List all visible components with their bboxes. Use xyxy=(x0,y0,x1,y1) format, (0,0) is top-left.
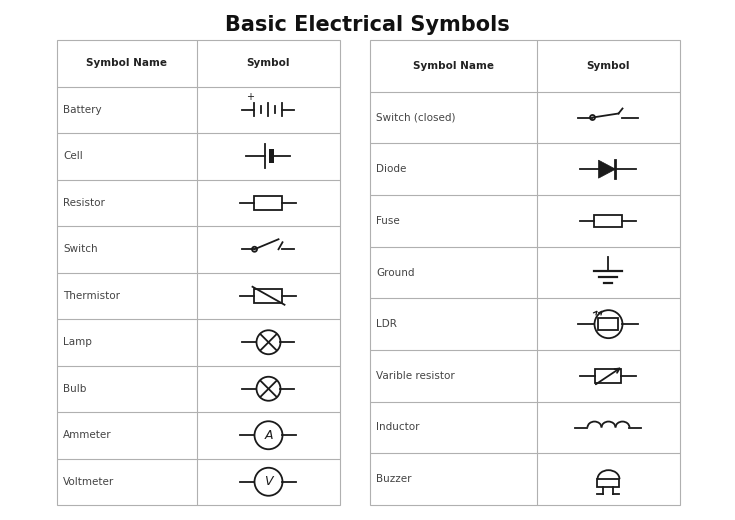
Circle shape xyxy=(257,377,281,401)
Text: Symbol Name: Symbol Name xyxy=(87,58,168,68)
Bar xyxy=(598,479,620,487)
Bar xyxy=(270,149,274,163)
Text: Basic Electrical Symbols: Basic Electrical Symbols xyxy=(225,15,510,35)
Circle shape xyxy=(254,421,282,449)
Text: Ground: Ground xyxy=(376,267,415,278)
Text: Voltmeter: Voltmeter xyxy=(63,477,114,487)
Text: Resistor: Resistor xyxy=(63,198,105,208)
Bar xyxy=(254,289,282,303)
Bar xyxy=(598,318,618,330)
Text: Cell: Cell xyxy=(63,151,83,161)
Text: Thermistor: Thermistor xyxy=(63,291,120,301)
Text: Buzzer: Buzzer xyxy=(376,474,412,484)
Polygon shape xyxy=(598,160,615,178)
Text: Varible resistor: Varible resistor xyxy=(376,371,455,381)
Text: Bulb: Bulb xyxy=(63,384,87,394)
Text: V: V xyxy=(265,475,273,488)
Text: Fuse: Fuse xyxy=(376,216,400,226)
Text: Symbol: Symbol xyxy=(247,58,290,68)
Circle shape xyxy=(254,468,282,496)
Bar xyxy=(254,196,282,210)
Circle shape xyxy=(257,330,281,354)
Text: Lamp: Lamp xyxy=(63,337,92,347)
Bar xyxy=(57,40,340,505)
Text: Battery: Battery xyxy=(63,105,101,115)
Bar xyxy=(370,40,680,505)
Text: +: + xyxy=(246,92,254,102)
Text: Symbol Name: Symbol Name xyxy=(413,61,494,71)
Bar xyxy=(595,215,623,227)
Text: Symbol: Symbol xyxy=(587,61,630,71)
Bar xyxy=(595,369,622,383)
Text: Ammeter: Ammeter xyxy=(63,430,112,440)
Text: LDR: LDR xyxy=(376,319,397,329)
Text: Inductor: Inductor xyxy=(376,422,420,433)
Text: Diode: Diode xyxy=(376,164,406,174)
Circle shape xyxy=(590,115,595,120)
Circle shape xyxy=(252,247,257,252)
Circle shape xyxy=(595,310,623,338)
Text: A: A xyxy=(265,429,273,442)
Text: Switch (closed): Switch (closed) xyxy=(376,112,456,123)
Text: Switch: Switch xyxy=(63,244,98,254)
